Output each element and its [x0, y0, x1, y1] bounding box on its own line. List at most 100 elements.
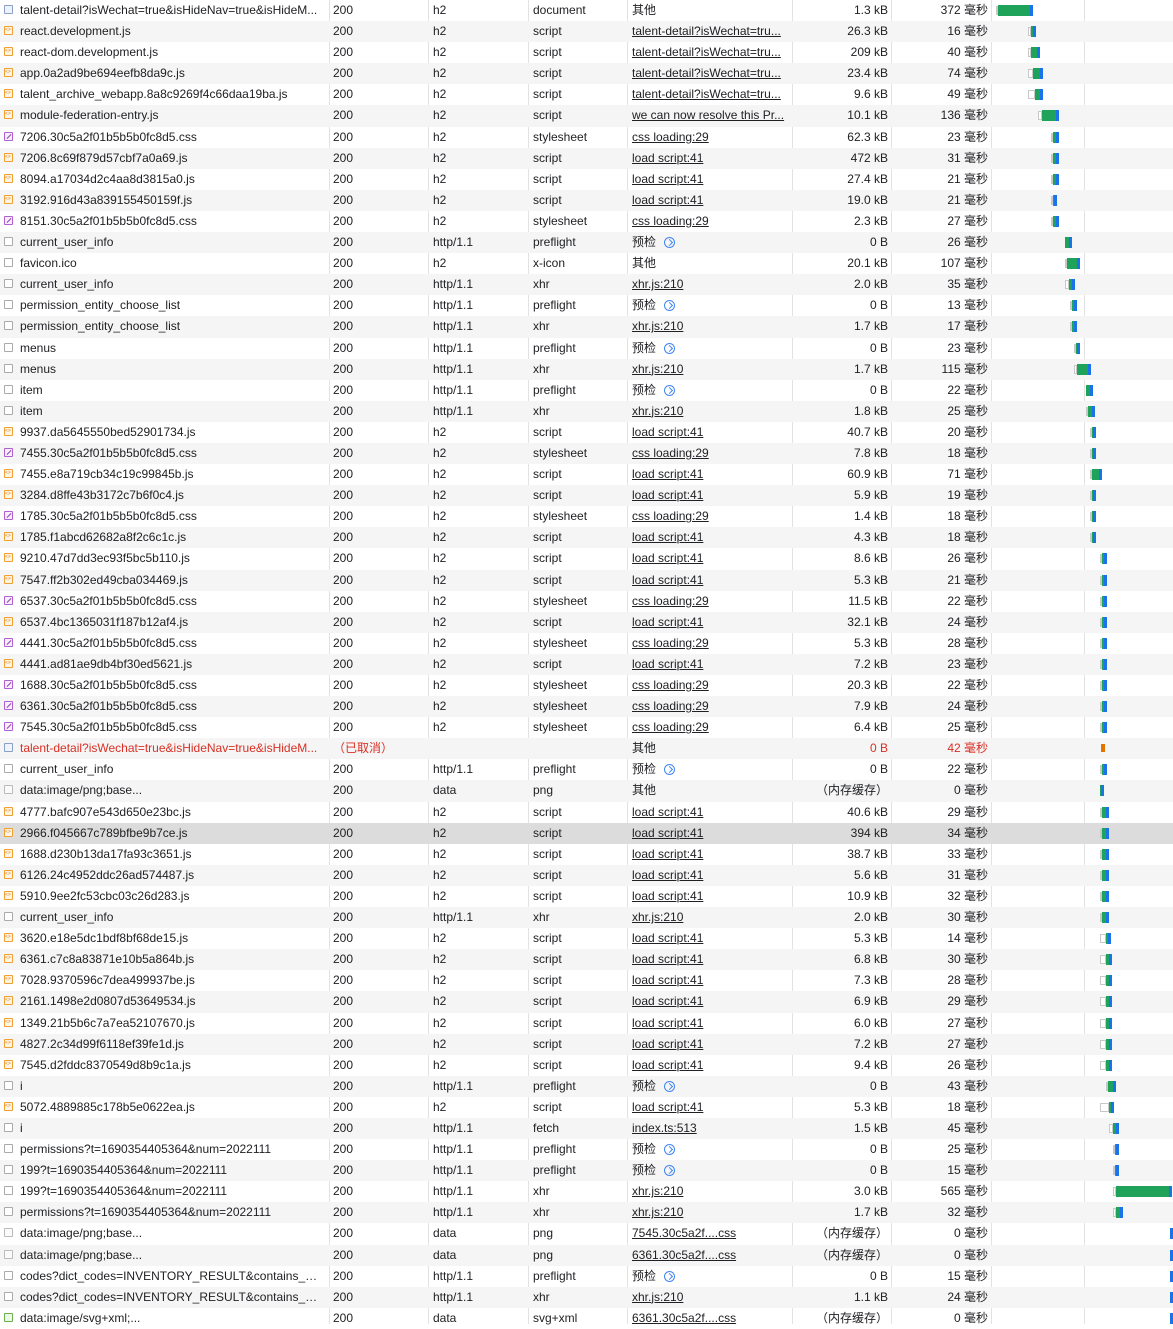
table-row[interactable]: current_user_info 200 http/1.1 xhr xhr.js:21… [0, 274, 1173, 296]
initiator-link[interactable]: load script:41 [632, 931, 704, 946]
table-row[interactable]: 3284.d8ffe43b3172c7b6f0c4.js 200 h2 script l… [0, 485, 1173, 507]
preflight-arrow-icon[interactable] [664, 300, 676, 312]
initiator-link[interactable]: load script:41 [632, 192, 704, 207]
request-name[interactable]: data:image/png;base... [0, 780, 322, 801]
initiator-link[interactable]: load script:41 [632, 867, 704, 882]
initiator-link[interactable]: xhr.js:210 [632, 1184, 684, 1199]
request-name[interactable]: current_user_info [0, 907, 322, 928]
initiator-link[interactable]: load script:41 [632, 150, 704, 165]
table-row[interactable]: 7455.30c5a2f01b5b5b0fc8d5.css 200 h2 styles… [0, 442, 1173, 465]
table-row[interactable]: 1688.d230b13da17fa93c3651.js 200 h2 script l… [0, 844, 1173, 865]
initiator-cell[interactable]: talent-detail?isWechat=tru... [632, 42, 788, 63]
request-name[interactable]: permission_entity_choose_list [0, 295, 322, 316]
request-name[interactable]: react-dom.development.js [0, 42, 322, 63]
initiator-cell[interactable]: load script:41 [632, 612, 788, 633]
initiator-cell[interactable]: xhr.js:210 [632, 1181, 788, 1202]
request-name[interactable]: talent_archive_webapp.8a8c9269f4c66daa19… [0, 84, 322, 105]
initiator-link[interactable]: load script:41 [632, 530, 704, 545]
request-name[interactable]: 1785.f1abcd62682a8f2c6c1c.js [0, 527, 322, 548]
table-row[interactable]: permissions?t=1690354405364&num=2022111 2… [0, 1202, 1173, 1224]
table-row[interactable]: item 200 http/1.1 xhr xhr.js:210 1.8 kB 25 毫秒 [0, 400, 1173, 422]
initiator-cell[interactable]: load script:41 [632, 1097, 788, 1118]
initiator-link[interactable]: xhr.js:210 [632, 403, 684, 418]
request-name[interactable]: data:image/svg+xml;... [0, 1308, 322, 1329]
initiator-cell[interactable]: load script:41 [632, 148, 788, 169]
initiator-cell[interactable]: 7545.30c5a2f....css [632, 1223, 788, 1244]
table-row[interactable]: i 200 http/1.1 preflight 预检 0 B 43 毫秒 [0, 1075, 1173, 1097]
initiator-link[interactable]: load script:41 [632, 171, 704, 186]
preflight-arrow-icon[interactable] [664, 1165, 676, 1177]
request-name[interactable]: permission_entity_choose_list [0, 316, 322, 337]
initiator-link[interactable]: we can now resolve this Pr... [632, 108, 785, 123]
request-name[interactable]: react.development.js [0, 21, 322, 42]
initiator-cell[interactable]: load script:41 [632, 654, 788, 675]
initiator-link[interactable]: talent-detail?isWechat=tru... [632, 87, 781, 102]
initiator-link[interactable]: load script:41 [632, 888, 704, 903]
request-name[interactable]: current_user_info [0, 759, 322, 780]
request-name[interactable]: item [0, 380, 322, 401]
table-row[interactable]: permissions?t=1690354405364&num=2022111 2… [0, 1139, 1173, 1160]
table-row[interactable]: 199?t=1690354405364&num=2022111 200 http/1… [0, 1160, 1173, 1182]
table-row[interactable]: i 200 http/1.1 fetch index.ts:513 1.5 kB 45 毫秒 [0, 1117, 1173, 1140]
request-name[interactable]: data:image/png;base... [0, 1245, 322, 1266]
request-name[interactable]: 1688.30c5a2f01b5b5b0fc8d5.css [0, 675, 322, 696]
table-row[interactable]: 7455.e8a719cb34c19c99845b.js 200 h2 script l… [0, 464, 1173, 485]
request-name[interactable]: 6537.4bc1365031f187b12af4.js [0, 612, 322, 633]
initiator-link[interactable]: load script:41 [632, 952, 704, 967]
initiator-link[interactable]: 7545.30c5a2f....css [632, 1226, 737, 1241]
initiator-cell[interactable]: 6361.30c5a2f....css [632, 1245, 788, 1266]
request-name[interactable]: codes?dict_codes=INVENTORY_RESULT&contai… [0, 1287, 322, 1308]
request-name[interactable]: 5072.4889885c178b5e0622ea.js [0, 1097, 322, 1118]
table-row[interactable]: talent-detail?isWechat=true&isHideNav=tr… [0, 738, 1173, 760]
table-row[interactable]: 1349.21b5b6c7a7ea52107670.js 200 h2 script l… [0, 1013, 1173, 1034]
initiator-cell[interactable]: xhr.js:210 [632, 1287, 788, 1308]
initiator-cell[interactable]: load script:41 [632, 949, 788, 970]
initiator-cell[interactable]: xhr.js:210 [632, 1202, 788, 1223]
table-row[interactable]: 4441.30c5a2f01b5b5b0fc8d5.css 200 h2 styles… [0, 633, 1173, 654]
initiator-cell[interactable]: 6361.30c5a2f....css [632, 1308, 788, 1329]
request-name[interactable]: app.0a2ad9be694eefb8da9c.js [0, 63, 322, 84]
request-name[interactable]: 6361.c7c8a83871e10b5a864b.js [0, 949, 322, 970]
request-name[interactable]: 7455.30c5a2f01b5b5b0fc8d5.css [0, 443, 322, 464]
table-row[interactable]: 6537.4bc1365031f187b12af4.js 200 h2 script l… [0, 611, 1173, 633]
initiator-cell[interactable]: load script:41 [632, 970, 788, 991]
request-name[interactable]: 199?t=1690354405364&num=2022111 [0, 1160, 322, 1181]
request-name[interactable]: 7455.e8a719cb34c19c99845b.js [0, 464, 322, 485]
table-row[interactable]: data:image/png;base... 200 data png 7545.30c… [0, 1223, 1173, 1244]
initiator-cell[interactable]: xhr.js:210 [632, 907, 788, 928]
initiator-link[interactable]: talent-detail?isWechat=tru... [632, 66, 781, 81]
initiator-cell[interactable]: load script:41 [632, 928, 788, 949]
request-name[interactable]: 7028.9370596c7dea499937be.js [0, 970, 322, 991]
request-name[interactable]: 7545.30c5a2f01b5b5b0fc8d5.css [0, 717, 322, 738]
initiator-link[interactable]: load script:41 [632, 846, 704, 861]
table-row[interactable]: talent-detail?isWechat=true&isHideNav=tr… [0, 0, 1173, 21]
initiator-link[interactable]: 6361.30c5a2f....css [632, 1310, 737, 1325]
initiator-link[interactable]: load script:41 [632, 614, 704, 629]
initiator-link[interactable]: load script:41 [632, 656, 704, 671]
initiator-cell[interactable]: xhr.js:210 [632, 316, 788, 337]
initiator-link[interactable]: load script:41 [632, 994, 704, 1009]
initiator-link[interactable]: css loading:29 [632, 213, 709, 228]
table-row[interactable]: react.development.js 200 h2 script talent-de… [0, 21, 1173, 43]
request-name[interactable]: 4827.2c34d99f6118ef39fe1d.js [0, 1034, 322, 1055]
preflight-arrow-icon[interactable] [664, 764, 676, 776]
table-row[interactable]: favicon.ico 200 h2 x-icon 其他 20.1 kB 107 毫秒 [0, 253, 1173, 274]
initiator-cell[interactable]: we can now resolve this Pr... [632, 105, 788, 126]
request-name[interactable]: menus [0, 338, 322, 359]
table-row[interactable]: current_user_info 200 http/1.1 preflight 预检 0… [0, 232, 1173, 254]
request-name[interactable]: data:image/png;base... [0, 1223, 322, 1244]
request-name[interactable]: 3192.916d43a839155450159f.js [0, 190, 322, 211]
table-row[interactable]: 3192.916d43a839155450159f.js 200 h2 script l… [0, 189, 1173, 211]
table-row[interactable]: 7547.ff2b302ed49cba034469.js 200 h2 script l… [0, 569, 1173, 591]
table-row[interactable]: 2161.1498e2d0807d53649534.js 200 h2 script l… [0, 991, 1173, 1013]
table-row[interactable]: 6126.24c4952ddc26ad574487.js 200 h2 script l… [0, 864, 1173, 886]
initiator-cell[interactable]: load script:41 [632, 485, 788, 506]
table-row[interactable]: codes?dict_codes=INVENTORY_RESULT&contai… [0, 1286, 1173, 1308]
initiator-link[interactable]: load script:41 [632, 424, 704, 439]
initiator-link[interactable]: talent-detail?isWechat=tru... [632, 45, 781, 60]
initiator-link[interactable]: css loading:29 [632, 699, 709, 714]
initiator-cell[interactable]: load script:41 [632, 190, 788, 211]
table-row[interactable]: permission_entity_choose_list 200 http/1.1… [0, 316, 1173, 338]
initiator-cell[interactable]: css loading:29 [632, 127, 788, 148]
initiator-link[interactable]: load script:41 [632, 488, 704, 503]
